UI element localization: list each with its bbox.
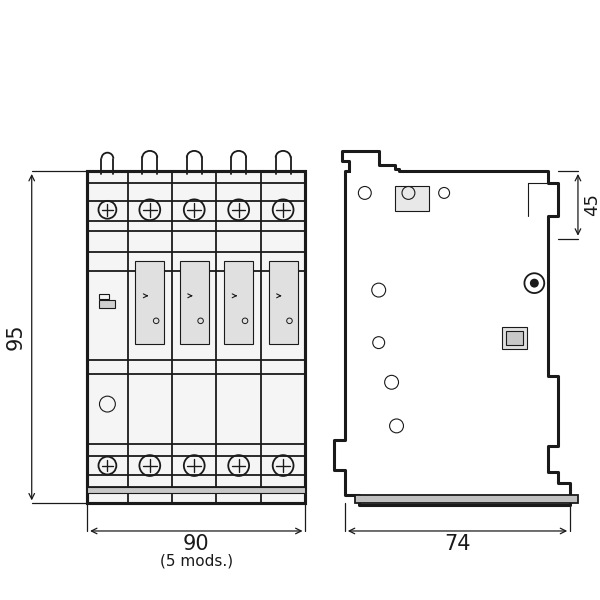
Bar bbox=[136, 261, 164, 344]
Bar bbox=[87, 171, 305, 503]
Bar bbox=[100, 301, 115, 308]
Circle shape bbox=[530, 278, 539, 287]
Text: 90: 90 bbox=[183, 534, 209, 554]
Bar bbox=[180, 261, 209, 344]
Bar bbox=[269, 261, 298, 344]
Bar bbox=[100, 293, 109, 299]
Text: (5 mods.): (5 mods.) bbox=[160, 553, 233, 568]
Text: 45: 45 bbox=[583, 193, 600, 217]
Text: 95: 95 bbox=[6, 324, 26, 350]
Bar bbox=[355, 495, 578, 503]
Bar bbox=[502, 327, 527, 349]
Bar bbox=[87, 487, 305, 493]
Text: 74: 74 bbox=[444, 534, 471, 554]
Bar bbox=[224, 261, 253, 344]
Bar bbox=[506, 331, 523, 344]
Bar bbox=[395, 186, 429, 211]
Polygon shape bbox=[334, 151, 570, 505]
Bar bbox=[87, 171, 305, 503]
